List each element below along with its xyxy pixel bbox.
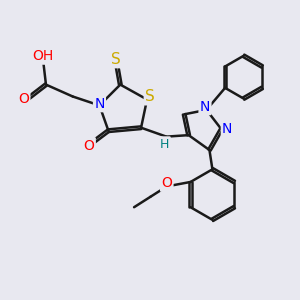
Text: N: N [200,100,210,114]
Text: OH: OH [32,50,54,63]
Text: N: N [222,122,232,136]
Text: O: O [84,139,94,152]
Text: S: S [111,52,121,67]
Text: S: S [145,89,155,104]
Text: N: N [94,97,105,111]
Text: H: H [160,138,170,151]
Text: O: O [18,92,29,106]
Text: O: O [161,176,172,190]
